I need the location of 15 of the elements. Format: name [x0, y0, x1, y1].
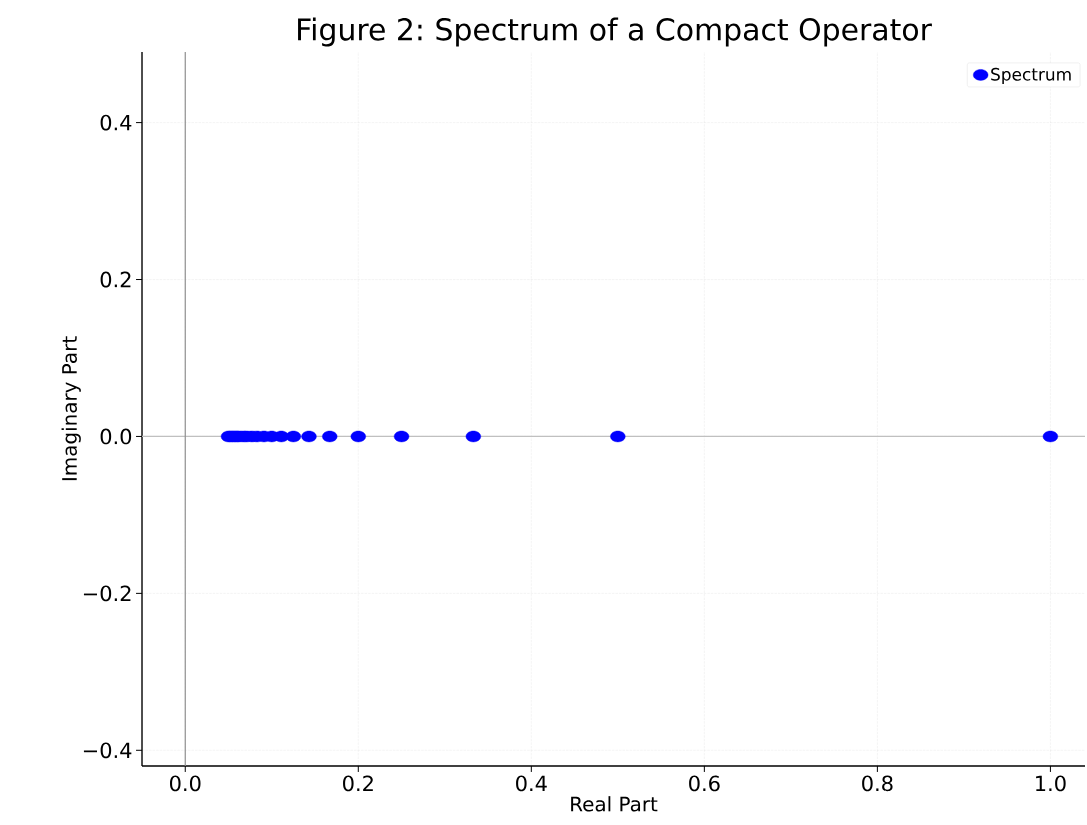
y-axis-title: Imaginary Part [61, 336, 81, 481]
x-tick-label: 1.0 [1036, 775, 1066, 792]
x-tick-label: 0.4 [516, 775, 547, 792]
y-tick-label: −0.4 [83, 742, 132, 759]
x-tick-label: 0.6 [689, 775, 720, 792]
legend-label: Spectrum [991, 67, 1071, 84]
x-tick-label: 0.2 [343, 775, 373, 792]
x-tick-label: 0.0 [170, 775, 201, 792]
y-tick-label: −0.2 [83, 585, 131, 602]
y-tick-label: 0.2 [100, 271, 131, 288]
x-axis-title: Real Part [571, 796, 658, 812]
x-tick-label: 0.8 [862, 775, 893, 792]
chart-title: Figure 2: Spectrum of a Compact Operator [298, 17, 932, 47]
y-tick-label: 0.0 [100, 428, 132, 445]
y-tick-label: 0.4 [100, 114, 132, 131]
